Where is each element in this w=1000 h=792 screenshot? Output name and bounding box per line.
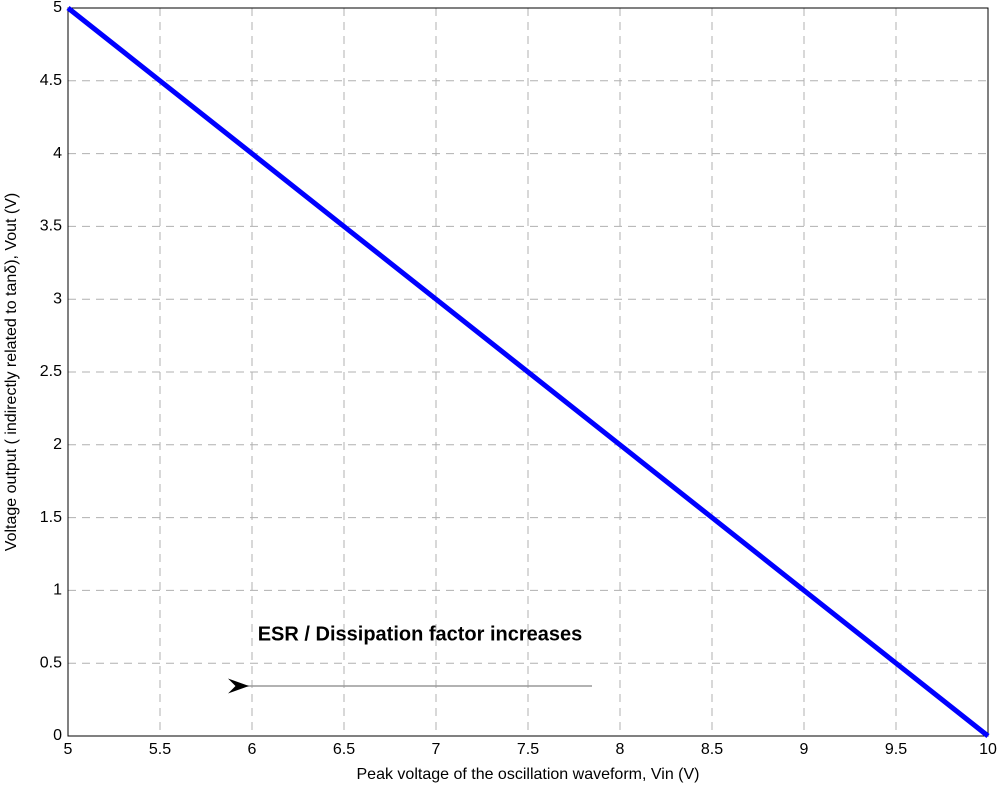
- x-tick-label: 7: [432, 741, 441, 758]
- annotation: ESR / Dissipation factor increases: [258, 623, 583, 645]
- x-tick-label: 6: [248, 741, 257, 758]
- x-tick-label: 6.5: [333, 741, 355, 758]
- y-tick-label: 4.5: [40, 72, 62, 89]
- x-tick-label: 5: [64, 741, 73, 758]
- y-tick-label: 5: [53, 0, 62, 16]
- y-axis-label: Voltage output ( indirectly related to t…: [3, 193, 20, 551]
- y-tick-label: 1.5: [40, 509, 62, 526]
- y-tick-label: 3.5: [40, 218, 62, 235]
- x-axis-label: Peak voltage of the oscillation waveform…: [357, 766, 700, 783]
- data-line: [66, 6, 990, 738]
- y-tick-label: 0.5: [40, 654, 62, 671]
- y-tick-label: 1: [53, 582, 62, 599]
- plot-frame: [67, 7, 989, 737]
- x-tick-label: 9.5: [885, 741, 907, 758]
- y-tick-label: 2.5: [40, 363, 62, 380]
- y-tick-label: 2: [53, 436, 62, 453]
- y-tick-label: 4: [53, 145, 62, 162]
- x-tick-label: 8: [616, 741, 625, 758]
- y-tick-label: 0: [53, 727, 62, 744]
- x-tick-label: 7.5: [517, 741, 539, 758]
- y-tick-label: 3: [53, 290, 62, 307]
- x-tick-label: 10: [979, 741, 997, 758]
- x-tick-label: 8.5: [701, 741, 723, 758]
- x-tick-label: 9: [800, 741, 809, 758]
- x-tick-label: 5.5: [149, 741, 171, 758]
